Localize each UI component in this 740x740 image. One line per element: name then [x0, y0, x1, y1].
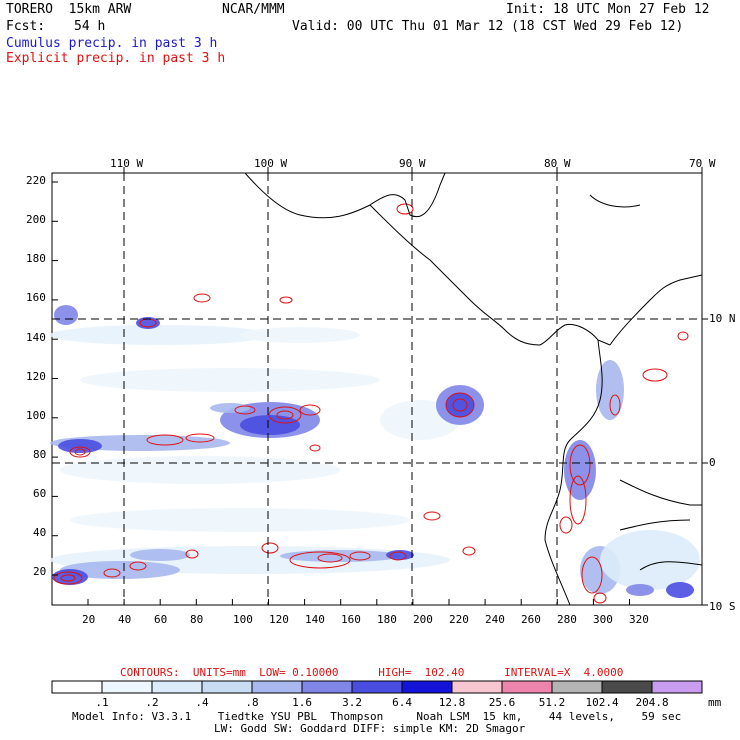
forecast-label: Fcst:	[6, 19, 46, 34]
axis-ticks	[52, 167, 708, 606]
y-tick: 100	[26, 409, 46, 422]
lon-label-100w: 100 W	[254, 157, 288, 170]
colorbar-swatch	[51, 680, 103, 694]
x-tick: 320	[629, 613, 649, 626]
x-tick: 20	[82, 613, 96, 626]
x-tick: 200	[413, 613, 433, 626]
y-tick: 160	[26, 291, 46, 304]
colorbar-swatch	[451, 680, 503, 694]
colorbar-swatch	[101, 680, 153, 694]
y-tick: 180	[26, 252, 46, 265]
x-tick: 180	[377, 613, 397, 626]
org-label: NCAR/MMM	[222, 2, 285, 17]
lon-label-70w: 70 W	[689, 157, 716, 170]
colorbar-swatch	[151, 680, 203, 694]
colorbar-tick-label: 3.2	[342, 696, 362, 709]
lon-label-80w: 80 W	[544, 157, 571, 170]
lat-label-10n: 10 N	[709, 312, 736, 325]
colorbar-swatch	[351, 680, 403, 694]
x-tick: 80	[190, 613, 204, 626]
model-title: TORERO 15km ARW	[6, 2, 132, 17]
colorbar-tick-label: 1.6	[292, 696, 312, 709]
y-tick: 120	[26, 370, 46, 383]
x-tick: 140	[305, 613, 325, 626]
x-tick: 60	[154, 613, 168, 626]
colorbar-tick-label: 204.8	[635, 696, 669, 709]
y-tick: 60	[33, 487, 47, 500]
colorbar-swatch	[301, 680, 353, 694]
cumulus-legend: Cumulus precip. in past 3 h	[6, 36, 218, 51]
colorbar-swatch	[651, 680, 703, 694]
valid-time: Valid: 00 UTC Thu 01 Mar 12 (18 CST Wed …	[292, 19, 684, 34]
x-tick: 300	[593, 613, 613, 626]
contour-info: CONTOURS: UNITS=mm LOW= 0.10000 HIGH= 10…	[120, 666, 624, 679]
graticule	[52, 173, 702, 605]
explicit-precip-contours	[53, 203, 689, 604]
lat-label-0: 0	[709, 456, 716, 469]
x-tick: 220	[449, 613, 469, 626]
lat-label-10s: 10 S	[709, 600, 736, 613]
colorbar-swatch	[501, 680, 553, 694]
forecast-hour: 54 h	[74, 19, 106, 34]
colorbar	[51, 680, 703, 694]
y-tick: 140	[26, 331, 46, 344]
colorbar-tick-label: 6.4	[392, 696, 412, 709]
x-tick: 260	[521, 613, 541, 626]
explicit-legend: Explicit precip. in past 3 h	[6, 51, 226, 66]
colorbar-tick-label: .2	[145, 696, 159, 709]
model-info: Model Info: V3.3.1 Tiedtke YSU PBL Thomp…	[72, 710, 682, 723]
coastlines	[244, 172, 703, 606]
colorbar-tick-label: .1	[95, 696, 109, 709]
colorbar-tick-label: 102.4	[585, 696, 619, 709]
colorbar-tick-label: 51.2	[538, 696, 566, 709]
colorbar-unit: mm	[708, 696, 722, 709]
y-tick: 20	[33, 565, 47, 578]
lon-label-110w: 110 W	[110, 157, 144, 170]
y-tick: 200	[26, 213, 46, 226]
colorbar-swatch	[551, 680, 603, 694]
x-tick: 40	[118, 613, 132, 626]
x-tick: 240	[485, 613, 505, 626]
x-tick: 160	[341, 613, 361, 626]
y-tick: 220	[26, 174, 46, 187]
lon-label-90w: 90 W	[399, 157, 426, 170]
colorbar-swatch	[251, 680, 303, 694]
physics-info: LW: Godd SW: Goddard DIFF: simple KM: 2D…	[214, 722, 526, 735]
y-tick: 40	[33, 526, 47, 539]
x-tick: 120	[269, 613, 289, 626]
colorbar-tick-label: 25.6	[488, 696, 516, 709]
colorbar-swatch	[401, 680, 453, 694]
colorbar-swatch	[601, 680, 653, 694]
colorbar-tick-label: .8	[245, 696, 259, 709]
x-tick: 100	[233, 613, 253, 626]
colorbar-tick-label: 12.8	[438, 696, 466, 709]
y-tick: 80	[33, 448, 47, 461]
colorbar-swatch	[201, 680, 253, 694]
colorbar-tick-label: .4	[195, 696, 209, 709]
init-time: Init: 18 UTC Mon 27 Feb 12	[506, 2, 710, 17]
x-tick: 280	[557, 613, 577, 626]
